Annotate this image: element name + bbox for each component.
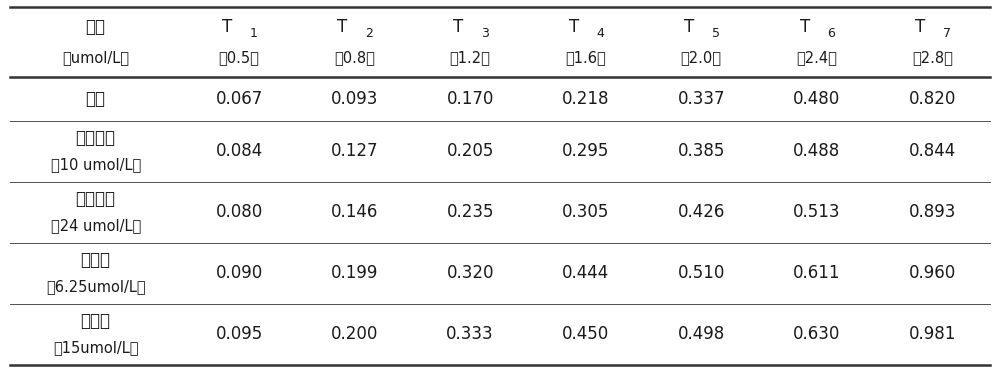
Text: （2.4）: （2.4） xyxy=(796,50,837,65)
Text: 0.093: 0.093 xyxy=(331,90,378,108)
Text: 分组: 分组 xyxy=(86,18,106,36)
Text: T: T xyxy=(337,18,348,36)
Text: 0.426: 0.426 xyxy=(678,203,725,221)
Text: （2.0）: （2.0） xyxy=(681,50,722,65)
Text: 0.488: 0.488 xyxy=(793,142,840,160)
Text: 5: 5 xyxy=(712,28,720,41)
Text: 1: 1 xyxy=(250,28,257,41)
Text: 7: 7 xyxy=(943,28,951,41)
Text: 0.205: 0.205 xyxy=(446,142,494,160)
Text: T: T xyxy=(453,18,463,36)
Text: 2: 2 xyxy=(365,28,373,41)
Text: 非那留胺: 非那留胺 xyxy=(76,129,116,147)
Text: T: T xyxy=(569,18,579,36)
Text: 0.480: 0.480 xyxy=(793,90,840,108)
Text: 0.611: 0.611 xyxy=(793,264,840,282)
Text: 0.320: 0.320 xyxy=(446,264,494,282)
Text: （15umol/L）: （15umol/L） xyxy=(53,340,138,355)
Text: 6: 6 xyxy=(827,28,835,41)
Text: （1.6）: （1.6） xyxy=(565,50,606,65)
Text: T: T xyxy=(684,18,694,36)
Text: 0.235: 0.235 xyxy=(446,203,494,221)
Text: 0.295: 0.295 xyxy=(562,142,609,160)
Text: 0.199: 0.199 xyxy=(331,264,378,282)
Text: T: T xyxy=(800,18,810,36)
Text: 0.146: 0.146 xyxy=(331,203,378,221)
Text: 4: 4 xyxy=(596,28,604,41)
Text: 0.960: 0.960 xyxy=(909,264,956,282)
Text: 非那留胺: 非那留胺 xyxy=(76,190,116,208)
Text: 0.893: 0.893 xyxy=(909,203,956,221)
Text: 0.084: 0.084 xyxy=(215,142,263,160)
Text: 0.844: 0.844 xyxy=(909,142,956,160)
Text: （umol/L）: （umol/L） xyxy=(62,50,129,65)
Text: 0.820: 0.820 xyxy=(909,90,956,108)
Text: 0.510: 0.510 xyxy=(678,264,725,282)
Text: 0.498: 0.498 xyxy=(678,325,725,343)
Text: 0.095: 0.095 xyxy=(215,325,263,343)
Text: （24 umol/L）: （24 umol/L） xyxy=(51,218,141,233)
Text: 0.444: 0.444 xyxy=(562,264,609,282)
Text: （10 umol/L）: （10 umol/L） xyxy=(51,157,141,172)
Text: 空白: 空白 xyxy=(86,90,106,108)
Text: 0.333: 0.333 xyxy=(446,325,494,343)
Text: （1.2）: （1.2） xyxy=(450,50,491,65)
Text: 0.200: 0.200 xyxy=(331,325,378,343)
Text: （0.8）: （0.8） xyxy=(334,50,375,65)
Text: 0.450: 0.450 xyxy=(562,325,609,343)
Text: T: T xyxy=(915,18,925,36)
Text: 0.513: 0.513 xyxy=(793,203,840,221)
Text: 0.385: 0.385 xyxy=(678,142,725,160)
Text: （2.8）: （2.8） xyxy=(912,50,953,65)
Text: （0.5）: （0.5） xyxy=(219,50,260,65)
Text: 3: 3 xyxy=(481,28,488,41)
Text: 0.337: 0.337 xyxy=(677,90,725,108)
Text: （6.25umol/L）: （6.25umol/L） xyxy=(46,279,145,294)
Text: 肉桂油: 肉桂油 xyxy=(81,251,111,269)
Text: 0.080: 0.080 xyxy=(215,203,263,221)
Text: 0.630: 0.630 xyxy=(793,325,840,343)
Text: 0.170: 0.170 xyxy=(446,90,494,108)
Text: 0.981: 0.981 xyxy=(909,325,956,343)
Text: T: T xyxy=(222,18,232,36)
Text: 0.127: 0.127 xyxy=(331,142,378,160)
Text: 0.067: 0.067 xyxy=(215,90,263,108)
Text: 0.305: 0.305 xyxy=(562,203,609,221)
Text: 0.218: 0.218 xyxy=(562,90,609,108)
Text: 0.090: 0.090 xyxy=(215,264,263,282)
Text: 肉桂油: 肉桂油 xyxy=(81,312,111,330)
